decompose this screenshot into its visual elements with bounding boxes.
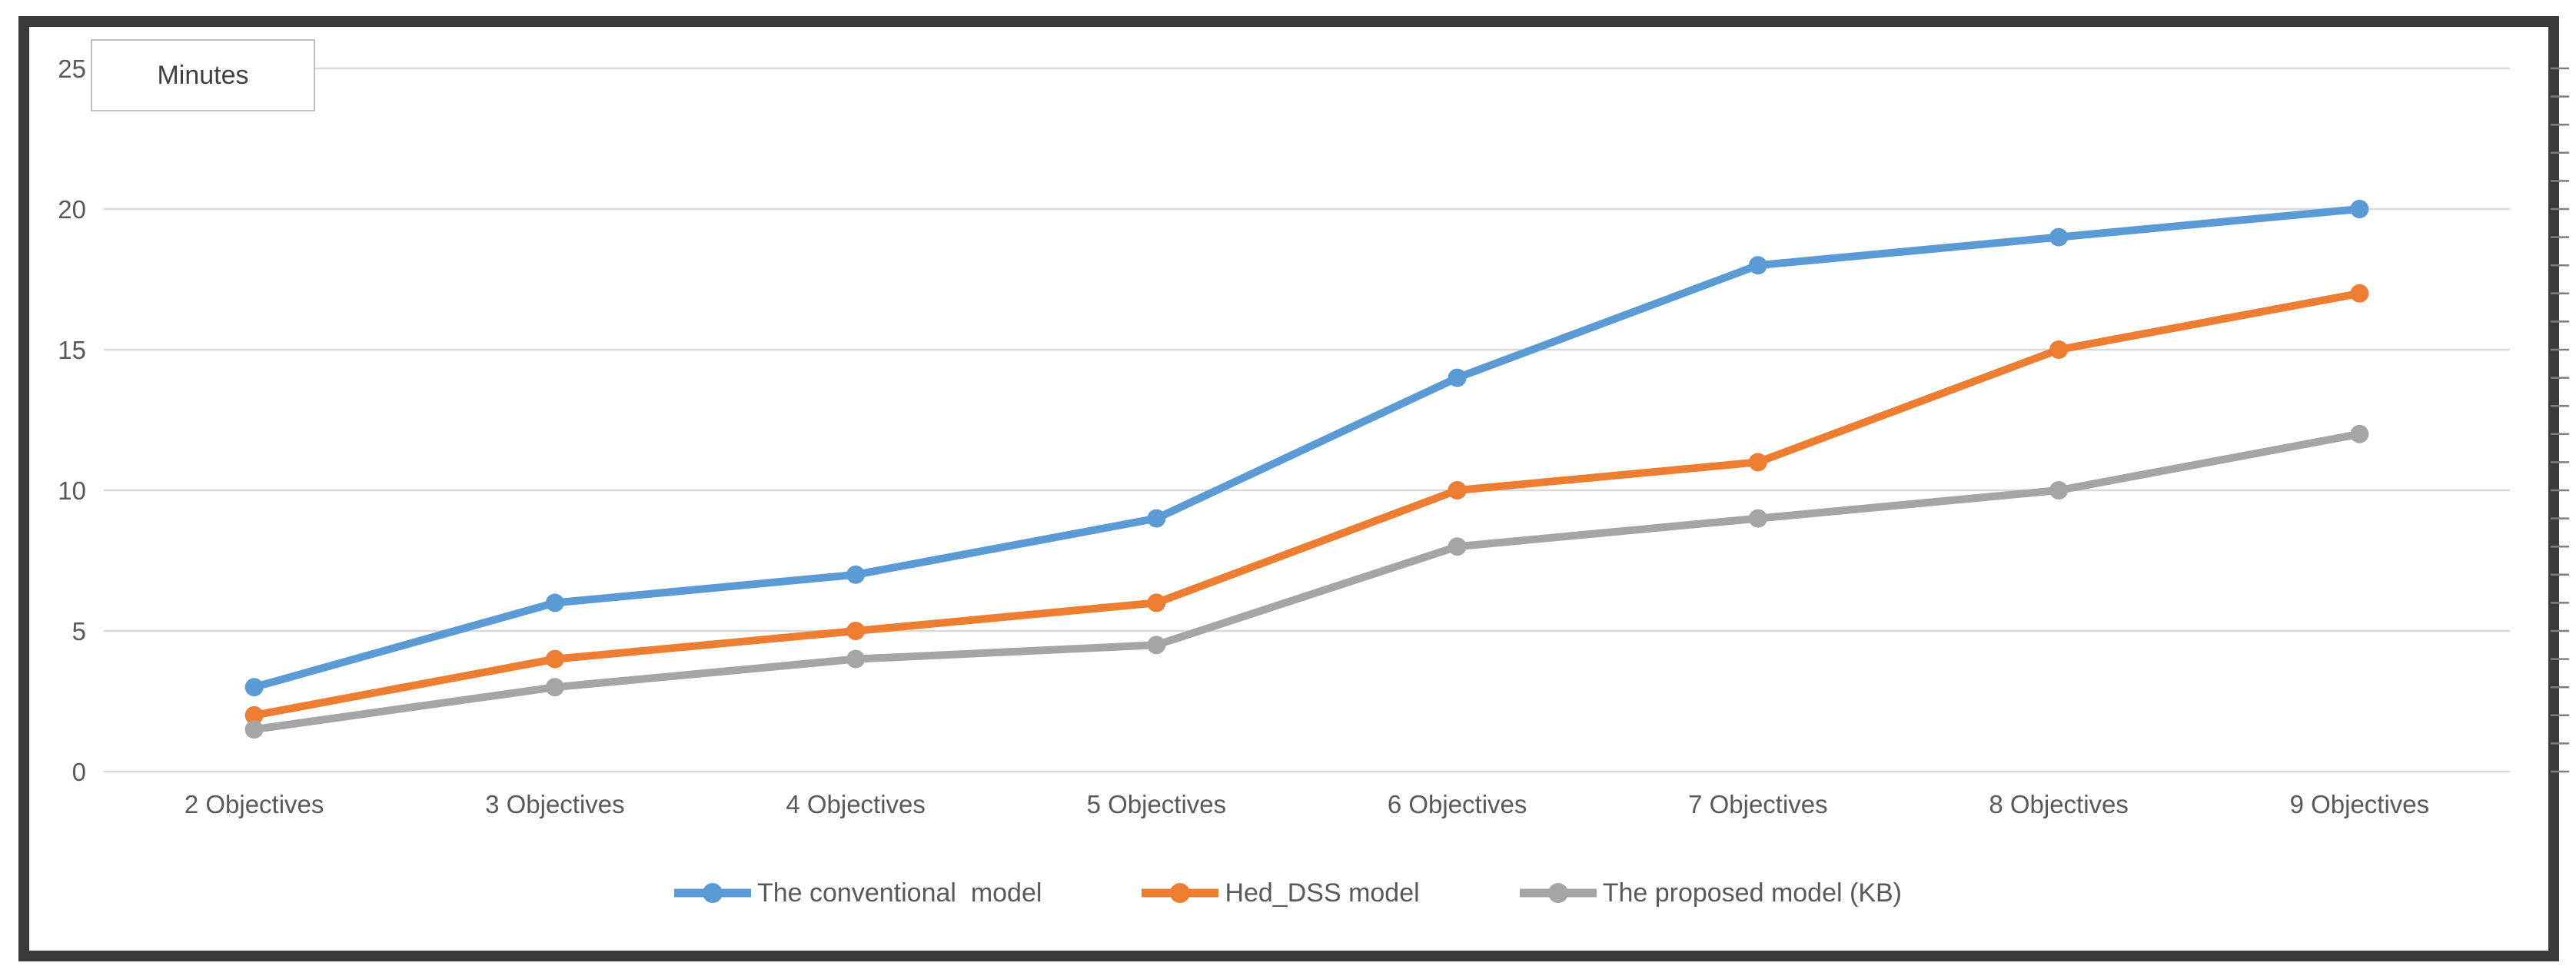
x-axis-tick-label: 3 Objectives [485, 790, 625, 818]
legend-marker-icon [1142, 883, 1219, 903]
chart-legend: The conventional model Hed_DSS model The p… [0, 865, 2576, 921]
data-point-marker [846, 622, 866, 640]
data-point-marker [2049, 481, 2069, 500]
data-point-marker [2049, 227, 2069, 247]
x-axis-tick-label: 6 Objectives [1388, 790, 1527, 818]
x-axis-tick-label: 5 Objectives [1087, 790, 1227, 818]
data-point-marker [1748, 256, 1767, 275]
data-point-marker [2350, 284, 2369, 303]
data-point-marker [1147, 509, 1166, 528]
data-point-marker [1147, 593, 1166, 612]
y-axis-tick-label: 5 [72, 617, 86, 646]
data-point-marker [1448, 368, 1467, 387]
series-line [250, 289, 2364, 719]
data-point-marker [1448, 537, 1467, 556]
data-point-marker [2049, 340, 2069, 359]
x-axis-tick-label: 9 Objectives [2290, 790, 2430, 818]
data-point-marker [1448, 481, 1467, 500]
data-point-marker [1748, 509, 1767, 528]
data-point-marker [545, 678, 564, 697]
series-line [250, 430, 2364, 734]
data-point-marker [2350, 200, 2369, 218]
x-axis-tick-label: 8 Objectives [1989, 790, 2129, 818]
y-axis-tick-label: 25 [58, 55, 86, 83]
data-point-marker [545, 593, 564, 612]
legend-item: The conventional model [673, 878, 1042, 908]
legend-label: The proposed model (KB) [1602, 878, 1902, 908]
x-axis-tick-label: 7 Objectives [1688, 790, 1828, 818]
data-point-marker [846, 649, 866, 669]
x-axis-tick-label: 2 Objectives [184, 790, 324, 818]
legend-label: The conventional model [756, 878, 1042, 908]
x-axis-tick-label: 4 Objectives [786, 790, 926, 818]
data-point-marker [1147, 636, 1166, 655]
data-point-marker [1748, 453, 1767, 472]
data-point-marker [244, 720, 264, 739]
y-axis-tick-label: 15 [58, 336, 86, 364]
legend-label: Hed_DSS model [1225, 878, 1420, 908]
y-axis-title-box: Minutes [91, 39, 315, 111]
y-axis-tick-label: 20 [58, 195, 86, 224]
data-point-marker [244, 678, 264, 697]
y-axis-tick-label: 0 [72, 758, 86, 786]
legend-item: The proposed model (KB) [1519, 878, 1902, 908]
legend-marker-icon [1519, 883, 1597, 903]
data-point-marker [846, 565, 866, 584]
y-axis-title: Minutes [157, 60, 249, 90]
legend-marker-icon [673, 883, 751, 903]
y-axis-tick-label: 10 [58, 476, 86, 505]
legend-item: Hed_DSS model [1142, 878, 1420, 908]
data-point-marker [2350, 424, 2369, 443]
series-line [250, 205, 2364, 692]
data-point-marker [244, 705, 264, 725]
chart-border-frame [18, 16, 2559, 961]
data-point-marker [545, 649, 564, 669]
